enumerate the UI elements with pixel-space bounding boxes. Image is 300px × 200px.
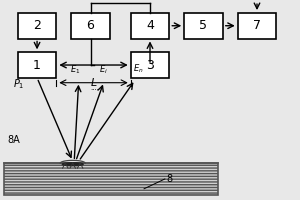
Bar (18, 52, 56, 78)
Text: 3: 3 (146, 59, 154, 72)
Text: $E_n$: $E_n$ (133, 62, 143, 75)
Text: 5: 5 (200, 19, 208, 32)
Text: 7: 7 (253, 19, 261, 32)
Text: 6: 6 (87, 19, 94, 32)
Bar (4, 163, 218, 195)
Text: 8A: 8A (7, 135, 20, 145)
Ellipse shape (62, 163, 83, 166)
Text: $E_i$: $E_i$ (100, 63, 108, 76)
Text: 8: 8 (166, 174, 172, 184)
Bar (238, 13, 276, 39)
Bar (18, 13, 56, 39)
Bar (71, 13, 110, 39)
Text: $L$: $L$ (90, 76, 97, 88)
Bar (184, 13, 223, 39)
Bar (131, 52, 169, 78)
Text: $E_1$: $E_1$ (70, 63, 81, 76)
Text: $P_1$: $P_1$ (14, 77, 25, 91)
Text: 2: 2 (33, 19, 41, 32)
Text: ....: .... (90, 85, 99, 91)
Text: 1: 1 (33, 59, 41, 72)
Bar (131, 13, 169, 39)
Text: 4: 4 (146, 19, 154, 32)
